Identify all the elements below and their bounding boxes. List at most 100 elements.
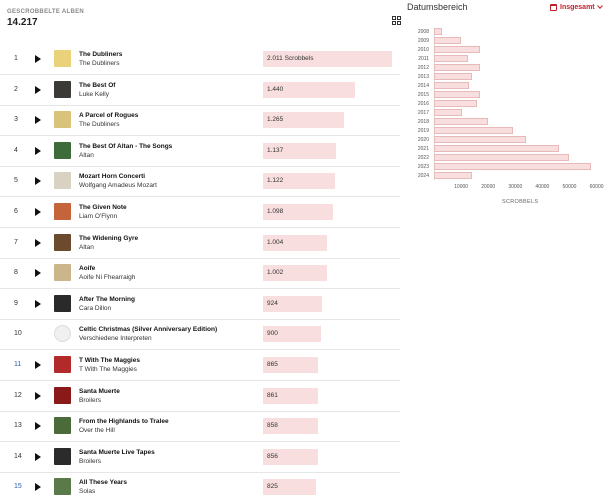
album-title[interactable]: Aoife <box>79 265 96 273</box>
album-title[interactable]: The Dubliners <box>79 51 123 58</box>
year-bar[interactable] <box>434 172 472 179</box>
play-icon[interactable] <box>30 236 45 251</box>
album-cover[interactable] <box>54 417 71 435</box>
table-row[interactable]: 6 The Given Note Liam O'Flynn 1.098 <box>0 197 400 228</box>
album-cover[interactable] <box>54 203 71 220</box>
album-title[interactable]: Santa Muerte Live Tapes <box>79 448 155 456</box>
album-artist[interactable]: Broilers <box>79 396 102 404</box>
album-artist[interactable]: Liam O'Flynn <box>79 213 118 220</box>
album-cover[interactable] <box>54 141 71 159</box>
album-artist[interactable]: Aoife Ní Fhearraigh <box>79 274 136 282</box>
table-row[interactable]: 3 A Parcel of Rogues The Dubliners 1.265 <box>0 105 400 137</box>
play-icon[interactable] <box>30 205 45 220</box>
album-artist[interactable]: Verschiedene Interpreten <box>79 335 152 343</box>
album-cover[interactable] <box>54 386 71 404</box>
table-row[interactable]: 9 After The Morning Cara Dillon 924 <box>0 289 400 320</box>
album-artist[interactable]: Wolfgang Amadeus Mozart <box>79 182 157 190</box>
table-row[interactable]: 4 The Best Of Altan - The Songs Altan 1.137 <box>0 136 400 167</box>
table-row[interactable]: 11 T With The Maggies T With The Maggies 86… <box>0 350 400 381</box>
album-artist[interactable]: Luke Kelly <box>79 90 109 98</box>
album-cover[interactable] <box>54 111 71 129</box>
album-cover[interactable] <box>54 80 71 98</box>
scrobble-bar <box>263 142 336 159</box>
album-title[interactable]: The Best Of <box>79 81 116 89</box>
play-icon[interactable] <box>30 83 45 98</box>
album-artist[interactable]: The Dubliners <box>79 121 120 129</box>
table-row[interactable]: 5 Mozart Horn Concerti Wolfgang Amadeus Mo… <box>0 166 400 198</box>
album-cover[interactable] <box>54 325 71 343</box>
scrobble-bar <box>263 234 327 251</box>
play-icon[interactable] <box>30 358 45 373</box>
album-cover[interactable] <box>54 356 71 373</box>
play-icon[interactable] <box>30 389 45 404</box>
year-bar[interactable] <box>434 145 559 152</box>
year-bar[interactable] <box>434 163 592 170</box>
album-artist[interactable]: T With The Maggies <box>79 366 137 373</box>
scrobble-count: 1.265 <box>267 116 284 124</box>
grid-icon[interactable] <box>392 16 401 25</box>
table-row[interactable]: 1 The Dubliners The Dubliners 2.011 Scrobbe… <box>0 44 400 75</box>
year-bar[interactable] <box>434 37 462 44</box>
scrobble-count: 1.137 <box>267 146 284 154</box>
album-title[interactable]: Celtic Christmas (Silver Anniversary Edi… <box>79 326 218 334</box>
album-title[interactable]: T With The Maggies <box>79 357 140 364</box>
play-icon[interactable] <box>30 450 45 465</box>
table-row[interactable]: 14 Santa Muerte Live Tapes Broilers 856 <box>0 442 400 473</box>
album-title[interactable]: From the Highlands to Tralee <box>79 418 169 426</box>
album-artist[interactable]: Altan <box>79 151 94 159</box>
album-cover[interactable] <box>54 233 71 251</box>
table-row[interactable]: 8 Aoife Aoife Ní Fhearraigh 1.002 <box>0 258 400 290</box>
play-icon[interactable] <box>30 144 45 159</box>
year-bar[interactable] <box>434 73 472 80</box>
table-row[interactable]: 12 Santa Muerte Broilers 861 <box>0 381 400 412</box>
year-bar[interactable] <box>434 28 443 35</box>
scrobble-bar <box>263 112 344 129</box>
play-icon[interactable] <box>30 174 45 189</box>
album-artist[interactable]: Over the Hill <box>79 427 115 435</box>
album-title[interactable]: A Parcel of Rogues <box>79 112 139 120</box>
play-icon[interactable] <box>30 480 45 495</box>
album-title[interactable]: The Best Of Altan - The Songs <box>79 142 173 150</box>
x-tick-label: 30000 <box>508 184 523 190</box>
table-row[interactable]: 10 Celtic Christmas (Silver Anniversary E… <box>0 319 400 351</box>
play-icon[interactable] <box>30 419 45 434</box>
year-bar[interactable] <box>434 136 527 143</box>
year-bar[interactable] <box>434 64 481 71</box>
year-bar[interactable] <box>434 127 513 134</box>
album-title[interactable]: After The Morning <box>79 295 135 303</box>
year-bar[interactable] <box>434 91 481 98</box>
album-cover[interactable] <box>54 478 71 496</box>
play-icon[interactable] <box>30 266 45 281</box>
album-cover[interactable] <box>54 294 71 312</box>
year-bar[interactable] <box>434 154 570 161</box>
year-bar[interactable] <box>434 118 489 125</box>
album-title[interactable]: All These Years <box>79 479 127 487</box>
play-icon[interactable] <box>30 113 45 128</box>
album-artist[interactable]: Altan <box>79 243 94 251</box>
scrobble-count: 1.002 <box>267 269 284 277</box>
range-dropdown[interactable]: Insgesamt <box>550 1 603 13</box>
album-title[interactable]: Mozart Horn Concerti <box>79 173 146 181</box>
album-title[interactable]: The Given Note <box>79 204 127 211</box>
year-bar[interactable] <box>434 109 463 116</box>
play-icon[interactable] <box>30 297 45 312</box>
album-artist[interactable]: Solas <box>79 488 96 496</box>
album-artist[interactable]: Broilers <box>79 457 102 465</box>
play-icon[interactable] <box>30 52 45 67</box>
album-cover[interactable] <box>54 172 71 190</box>
album-artist[interactable]: The Dubliners <box>79 60 120 67</box>
album-title[interactable]: Santa Muerte <box>79 387 120 395</box>
year-bar[interactable] <box>434 82 470 89</box>
album-cover[interactable] <box>54 50 71 67</box>
album-title[interactable]: The Widening Gyre <box>79 234 139 242</box>
album-artist[interactable]: Cara Dillon <box>79 304 112 312</box>
album-cover[interactable] <box>54 264 71 282</box>
table-row[interactable]: 2 The Best Of Luke Kelly 1.440 <box>0 75 400 106</box>
table-row[interactable]: 7 The Widening Gyre Altan 1.004 <box>0 228 400 259</box>
table-row[interactable]: 13 From the Highlands to Tralee Over the H… <box>0 411 400 443</box>
year-bar[interactable] <box>434 46 481 53</box>
year-bar[interactable] <box>434 100 478 107</box>
album-cover[interactable] <box>54 447 71 465</box>
table-row[interactable]: 15 All These Years Solas 825 <box>0 472 400 500</box>
year-bar[interactable] <box>434 55 468 62</box>
